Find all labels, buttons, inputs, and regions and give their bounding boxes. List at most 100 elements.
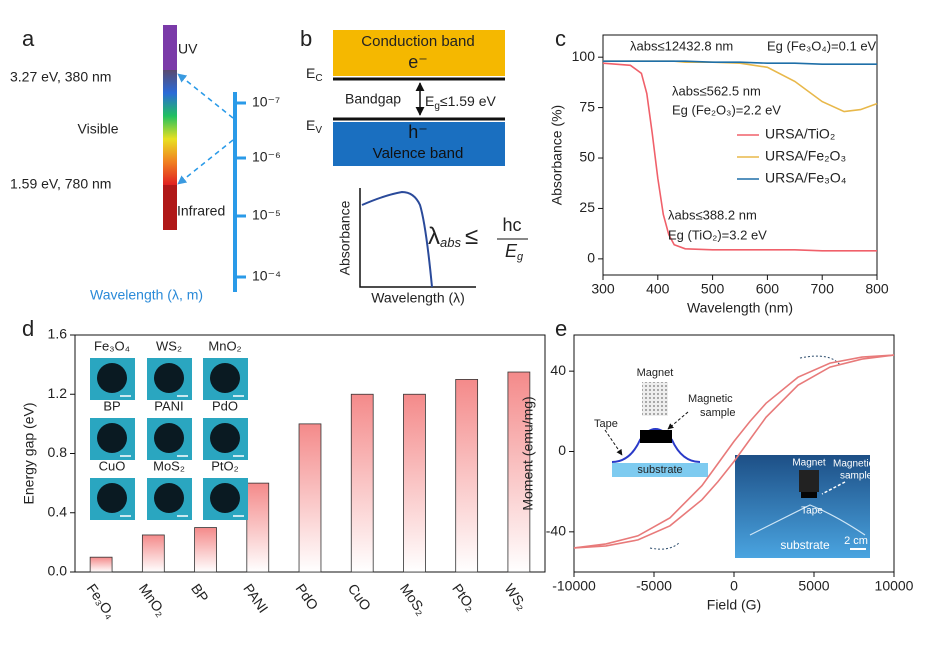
inset-label: Fe₃O₄	[94, 338, 130, 353]
panel-letter: a	[22, 26, 35, 51]
uv-label: UV	[178, 41, 198, 57]
band-diagram: Conduction band e⁻ EC Bandgap Eg≤1.59 eV…	[306, 30, 528, 306]
mini-curve	[361, 190, 433, 288]
inset-label: PANI	[154, 398, 183, 413]
wavelength-tick-label: 10⁻⁵	[252, 207, 281, 223]
bar	[507, 371, 531, 573]
visible-label: Visible	[78, 121, 119, 137]
x-tick-label: 500	[701, 281, 725, 297]
inset-label: WS₂	[156, 338, 182, 353]
inset-disc	[97, 363, 127, 393]
text-part: ≤1.59 eV	[440, 93, 497, 109]
x-tick-label: 300	[591, 281, 615, 297]
pointer	[821, 481, 846, 495]
text-part: λ	[428, 223, 440, 250]
dashed-arrow	[177, 139, 234, 185]
data-line	[573, 354, 895, 549]
bar	[89, 556, 113, 573]
inset-disc	[210, 363, 240, 393]
x-tick-label: 5000	[798, 578, 829, 594]
photo-sample	[801, 492, 817, 498]
panel-letter: d	[22, 316, 34, 341]
mini-x-label: Wavelength (λ)	[371, 290, 465, 306]
annotation: λabs≤12432.8 nm	[630, 38, 733, 53]
y-tick-label: 40	[550, 362, 566, 378]
annotation: Eg (Fe₂O₃)=2.2 eV	[672, 102, 781, 117]
photo-tape	[749, 504, 866, 536]
legend-label: URSA/Fe₂O₃	[765, 148, 846, 164]
pointer	[604, 429, 623, 456]
bar	[246, 482, 270, 573]
inset-label: Tape	[594, 418, 618, 430]
x-tick-label: PdO	[293, 581, 322, 613]
gap-label: Eg≤1.59 eV	[425, 93, 497, 112]
y-tick-label: 75	[579, 98, 595, 114]
inset-disc	[97, 483, 127, 513]
carrier-label: e⁻	[408, 52, 428, 72]
inset-label: PdO	[212, 398, 238, 413]
inset-disc	[210, 423, 240, 453]
mini-axes	[359, 188, 476, 288]
y-axis-label: Absorbance (%)	[549, 105, 565, 205]
axis-label: Wavelength (λ, m)	[90, 287, 203, 303]
annotation: λabs≤388.2 nm	[668, 207, 757, 222]
tape-icon	[611, 428, 701, 463]
subscript: g	[434, 101, 440, 112]
x-tick-label: 800	[865, 281, 889, 297]
y-tick-label: 50	[579, 149, 595, 165]
ir-band	[163, 185, 177, 230]
text-part: E	[505, 241, 518, 261]
inset-label: MoS₂	[153, 458, 185, 473]
x-tick-label: -5000	[636, 578, 672, 594]
formula: hc	[502, 215, 521, 235]
subscript: C	[315, 73, 322, 84]
x-tick-label: 600	[756, 281, 780, 297]
legend-label: URSA/TiO₂	[765, 126, 835, 142]
inset-label: substrate	[637, 464, 682, 476]
annotation: λabs≤562.5 nm	[672, 83, 761, 98]
data-line	[603, 60, 877, 65]
x-tick-label: BP	[188, 581, 212, 605]
y-tick-label: -40	[546, 523, 566, 539]
x-tick-label: MnO₂	[136, 581, 170, 619]
x-axis-label: Wavelength (nm)	[687, 300, 793, 316]
inset-label: Magnetic	[688, 393, 733, 405]
x-tick-label: Fe₃O₄	[84, 581, 119, 622]
inset-label: sample	[700, 407, 735, 419]
bar	[350, 393, 374, 573]
inset-label: Magnet	[637, 367, 674, 379]
inset-label: BP	[103, 398, 120, 413]
x-tick-label: 700	[811, 281, 835, 297]
inset-disc	[154, 483, 184, 513]
x-tick-label: MoS₂	[397, 581, 430, 618]
x-tick-label: PtO₂	[449, 581, 479, 614]
inset-disc	[154, 423, 184, 453]
x-tick-label: -10000	[552, 578, 596, 594]
y-axis-label: Energy gap (eV)	[21, 403, 37, 505]
pointer	[667, 411, 689, 430]
mini-y-label: Absorbance	[337, 200, 353, 275]
annotation: Eg (TiO₂)=3.2 eV	[668, 227, 767, 242]
inset-label: Magnet	[792, 458, 826, 469]
x-tick-label: PANI	[240, 581, 271, 616]
inset-disc	[97, 423, 127, 453]
bar	[455, 379, 479, 573]
x-tick-label: 0	[730, 578, 738, 594]
wavelength-tick-label: 10⁻⁷	[252, 94, 280, 110]
subscript: g	[517, 251, 524, 263]
sweep-arrow	[799, 355, 841, 366]
bar	[403, 393, 426, 573]
text-part: ≤	[465, 223, 478, 250]
data-line	[602, 62, 877, 252]
x-tick-label: 10000	[875, 578, 914, 594]
inset-label: 2 cm	[844, 535, 868, 547]
wavelength-tick-label: 10⁻⁴	[252, 268, 281, 284]
magnet-icon	[642, 382, 668, 416]
panel-letter: b	[300, 26, 312, 51]
x-tick-label: 400	[646, 281, 670, 297]
text-part: E	[306, 65, 315, 81]
subscript: V	[315, 125, 322, 136]
conduction-band	[333, 30, 505, 76]
